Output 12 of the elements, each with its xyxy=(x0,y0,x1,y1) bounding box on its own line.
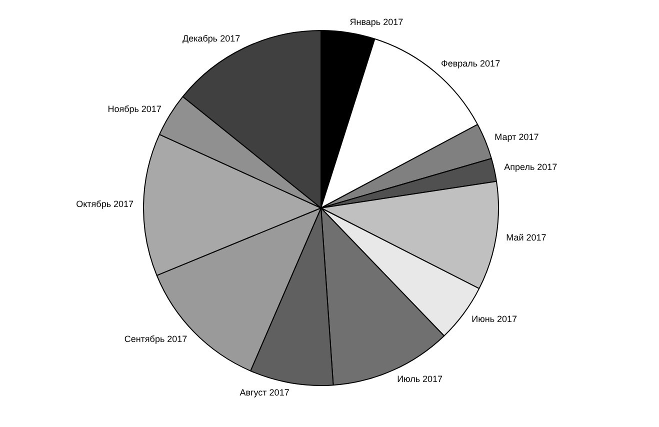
slice-label: Октябрь 2017 xyxy=(76,198,134,209)
slice-label: Август 2017 xyxy=(240,387,290,398)
slice-label: Декабрь 2017 xyxy=(182,33,240,44)
slice-label: Ноябрь 2017 xyxy=(108,104,162,114)
slice-label: Июнь 2017 xyxy=(472,314,518,324)
slice-label: Январь 2017 xyxy=(350,17,404,28)
slice-label: Март 2017 xyxy=(494,132,539,142)
slice-label: Июль 2017 xyxy=(397,374,443,384)
slice-label: Сентябрь 2017 xyxy=(124,334,188,344)
slice-label: Апрель 2017 xyxy=(504,162,558,172)
slice-label: Февраль 2017 xyxy=(440,58,500,68)
slice-label: Май 2017 xyxy=(506,232,546,242)
